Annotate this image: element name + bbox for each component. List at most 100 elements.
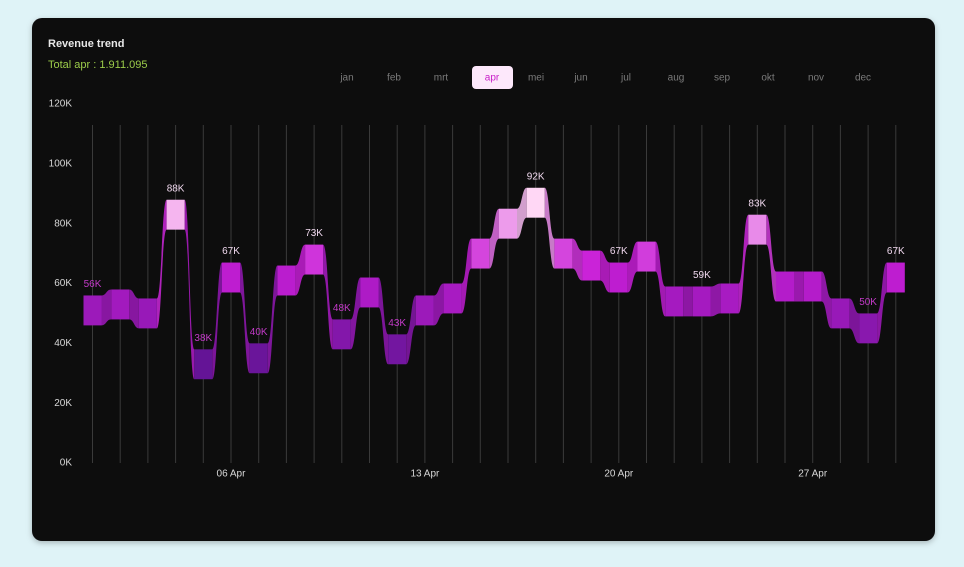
day-band bbox=[748, 214, 767, 245]
value-label: 88K bbox=[167, 183, 185, 194]
x-tick-label: 13 Apr bbox=[410, 469, 440, 480]
connector bbox=[240, 262, 250, 374]
day-band bbox=[692, 286, 711, 317]
value-label: 48K bbox=[333, 303, 351, 314]
value-label: 43K bbox=[388, 318, 406, 329]
day-band bbox=[249, 343, 268, 374]
connector bbox=[156, 199, 167, 329]
connector bbox=[821, 271, 832, 329]
connector bbox=[212, 262, 222, 380]
value-label: 67K bbox=[887, 246, 905, 257]
connector bbox=[683, 286, 693, 317]
day-band bbox=[360, 277, 379, 308]
day-band bbox=[222, 262, 240, 293]
x-tick-label: 06 Apr bbox=[217, 469, 247, 480]
connector bbox=[627, 241, 638, 293]
day-band bbox=[859, 313, 878, 344]
month-button[interactable]: aug bbox=[668, 73, 685, 84]
connector bbox=[350, 277, 361, 350]
day-band bbox=[388, 334, 407, 365]
day-band bbox=[665, 286, 684, 317]
connector bbox=[378, 277, 389, 365]
month-button[interactable]: dec bbox=[855, 73, 871, 84]
day-band bbox=[138, 298, 157, 329]
day-band bbox=[415, 295, 434, 326]
month-button[interactable]: mrt bbox=[434, 73, 449, 84]
connector bbox=[710, 283, 721, 317]
value-label: 38K bbox=[194, 333, 212, 344]
chart-subtitle: Total apr : 1.911.095 bbox=[48, 59, 147, 71]
month-button[interactable]: mei bbox=[528, 73, 544, 84]
connector bbox=[544, 187, 555, 269]
value-label: 73K bbox=[305, 228, 323, 239]
y-tick-label: 0K bbox=[60, 458, 73, 469]
day-band bbox=[526, 187, 545, 218]
connector bbox=[572, 238, 583, 281]
connector bbox=[517, 187, 527, 239]
day-band bbox=[277, 265, 296, 296]
day-band bbox=[720, 283, 739, 314]
y-tick-label: 20K bbox=[54, 398, 72, 409]
connector bbox=[295, 244, 306, 296]
connector bbox=[849, 298, 860, 344]
y-tick-label: 40K bbox=[54, 338, 72, 349]
connector bbox=[406, 295, 416, 365]
connector bbox=[129, 289, 139, 329]
day-band bbox=[803, 271, 822, 302]
day-band bbox=[831, 298, 850, 329]
day-band bbox=[166, 199, 185, 230]
day-band bbox=[83, 295, 102, 326]
connector bbox=[184, 199, 195, 380]
month-button[interactable]: okt bbox=[761, 73, 775, 84]
day-band bbox=[499, 208, 517, 239]
value-label: 59K bbox=[693, 270, 711, 281]
value-label: 83K bbox=[748, 198, 766, 209]
y-tick-label: 60K bbox=[54, 278, 72, 289]
day-band bbox=[305, 244, 324, 275]
connector bbox=[877, 262, 887, 344]
connector bbox=[433, 283, 444, 326]
chart-title: Revenue trend bbox=[48, 38, 124, 50]
value-label: 40K bbox=[250, 327, 268, 338]
value-label: 92K bbox=[527, 171, 545, 182]
connector bbox=[101, 289, 112, 326]
value-label: 56K bbox=[84, 279, 102, 290]
day-band bbox=[609, 262, 628, 293]
month-button[interactable]: feb bbox=[387, 73, 401, 84]
month-button[interactable]: jul bbox=[620, 73, 631, 84]
connector bbox=[489, 208, 499, 269]
day-band bbox=[443, 283, 462, 314]
connector bbox=[267, 265, 278, 374]
day-band bbox=[582, 250, 601, 281]
day-band bbox=[194, 349, 213, 380]
day-band bbox=[332, 319, 351, 350]
month-button[interactable]: apr bbox=[485, 73, 500, 84]
day-band bbox=[471, 238, 490, 269]
value-label: 67K bbox=[222, 246, 240, 257]
connector bbox=[323, 244, 333, 350]
month-button-bg bbox=[472, 66, 513, 89]
month-button[interactable]: nov bbox=[808, 73, 824, 84]
day-band bbox=[776, 271, 794, 302]
day-band bbox=[554, 238, 573, 269]
connector bbox=[794, 271, 804, 302]
month-button[interactable]: sep bbox=[714, 73, 731, 84]
value-label: 50K bbox=[859, 297, 877, 308]
day-band bbox=[111, 289, 130, 320]
connector bbox=[766, 214, 776, 302]
y-tick-label: 80K bbox=[54, 218, 72, 229]
day-band bbox=[886, 262, 905, 293]
connector bbox=[738, 214, 749, 314]
connector bbox=[600, 250, 610, 293]
y-tick-label: 100K bbox=[49, 158, 73, 169]
connector bbox=[461, 238, 472, 314]
connector bbox=[655, 241, 666, 317]
card bbox=[32, 18, 935, 541]
value-label: 67K bbox=[610, 246, 628, 257]
x-tick-label: 27 Apr bbox=[798, 469, 828, 480]
y-tick-label: 120K bbox=[49, 99, 73, 110]
month-button[interactable]: jan bbox=[339, 73, 353, 84]
month-button[interactable]: jun bbox=[573, 73, 587, 84]
